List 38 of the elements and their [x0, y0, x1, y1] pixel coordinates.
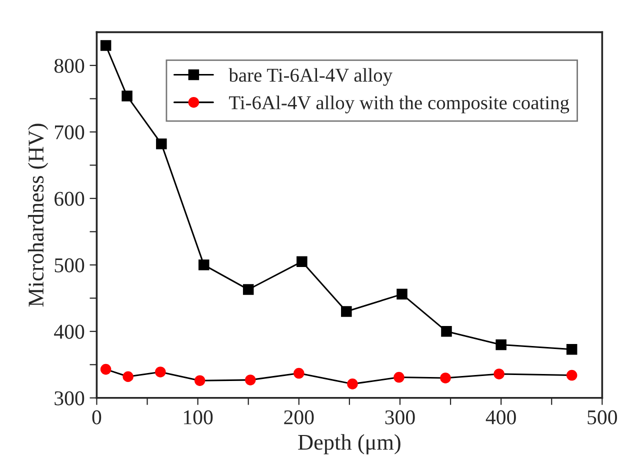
- x-tick-label: 500: [588, 410, 617, 424]
- y-tick-label: 600: [54, 192, 84, 206]
- point: [155, 366, 166, 378]
- y-tick-label: 800: [54, 58, 84, 73]
- point: [244, 374, 256, 386]
- x-tick-label: 0: [92, 410, 102, 424]
- point: [341, 306, 352, 317]
- point: [122, 371, 134, 382]
- point: [566, 344, 578, 355]
- point: [396, 288, 408, 300]
- point: [242, 284, 254, 295]
- point: [440, 372, 451, 384]
- point: [100, 40, 112, 51]
- point: [566, 370, 578, 381]
- point: [441, 326, 452, 337]
- point: [494, 368, 504, 380]
- point: [296, 256, 308, 267]
- point: [156, 138, 167, 150]
- legend-label: Ti-6Al-4V alloy with the composite coating: [229, 96, 570, 114]
- point: [294, 368, 304, 379]
- y-axis-title: Microhardness (HV): [28, 124, 48, 307]
- point: [122, 90, 132, 102]
- y-tick-label: 500: [54, 258, 84, 272]
- x-tick-label: 100: [184, 410, 213, 424]
- x-tick-label: 200: [284, 410, 314, 424]
- point: [194, 375, 206, 386]
- x-tick-label: 300: [385, 410, 415, 424]
- point: [394, 372, 404, 383]
- point: [198, 260, 210, 270]
- y-tick-label: 700: [55, 125, 84, 140]
- point: [496, 339, 506, 350]
- y-tick-label: 300: [54, 391, 84, 406]
- x-tick-label: 400: [486, 410, 516, 424]
- point: [100, 364, 112, 375]
- y-tick-label: 400: [54, 324, 84, 339]
- legend-label: bare Ti-6Al-4V alloy: [228, 68, 392, 86]
- point: [347, 378, 358, 390]
- x-axis-title: Depth (μm): [298, 434, 400, 454]
